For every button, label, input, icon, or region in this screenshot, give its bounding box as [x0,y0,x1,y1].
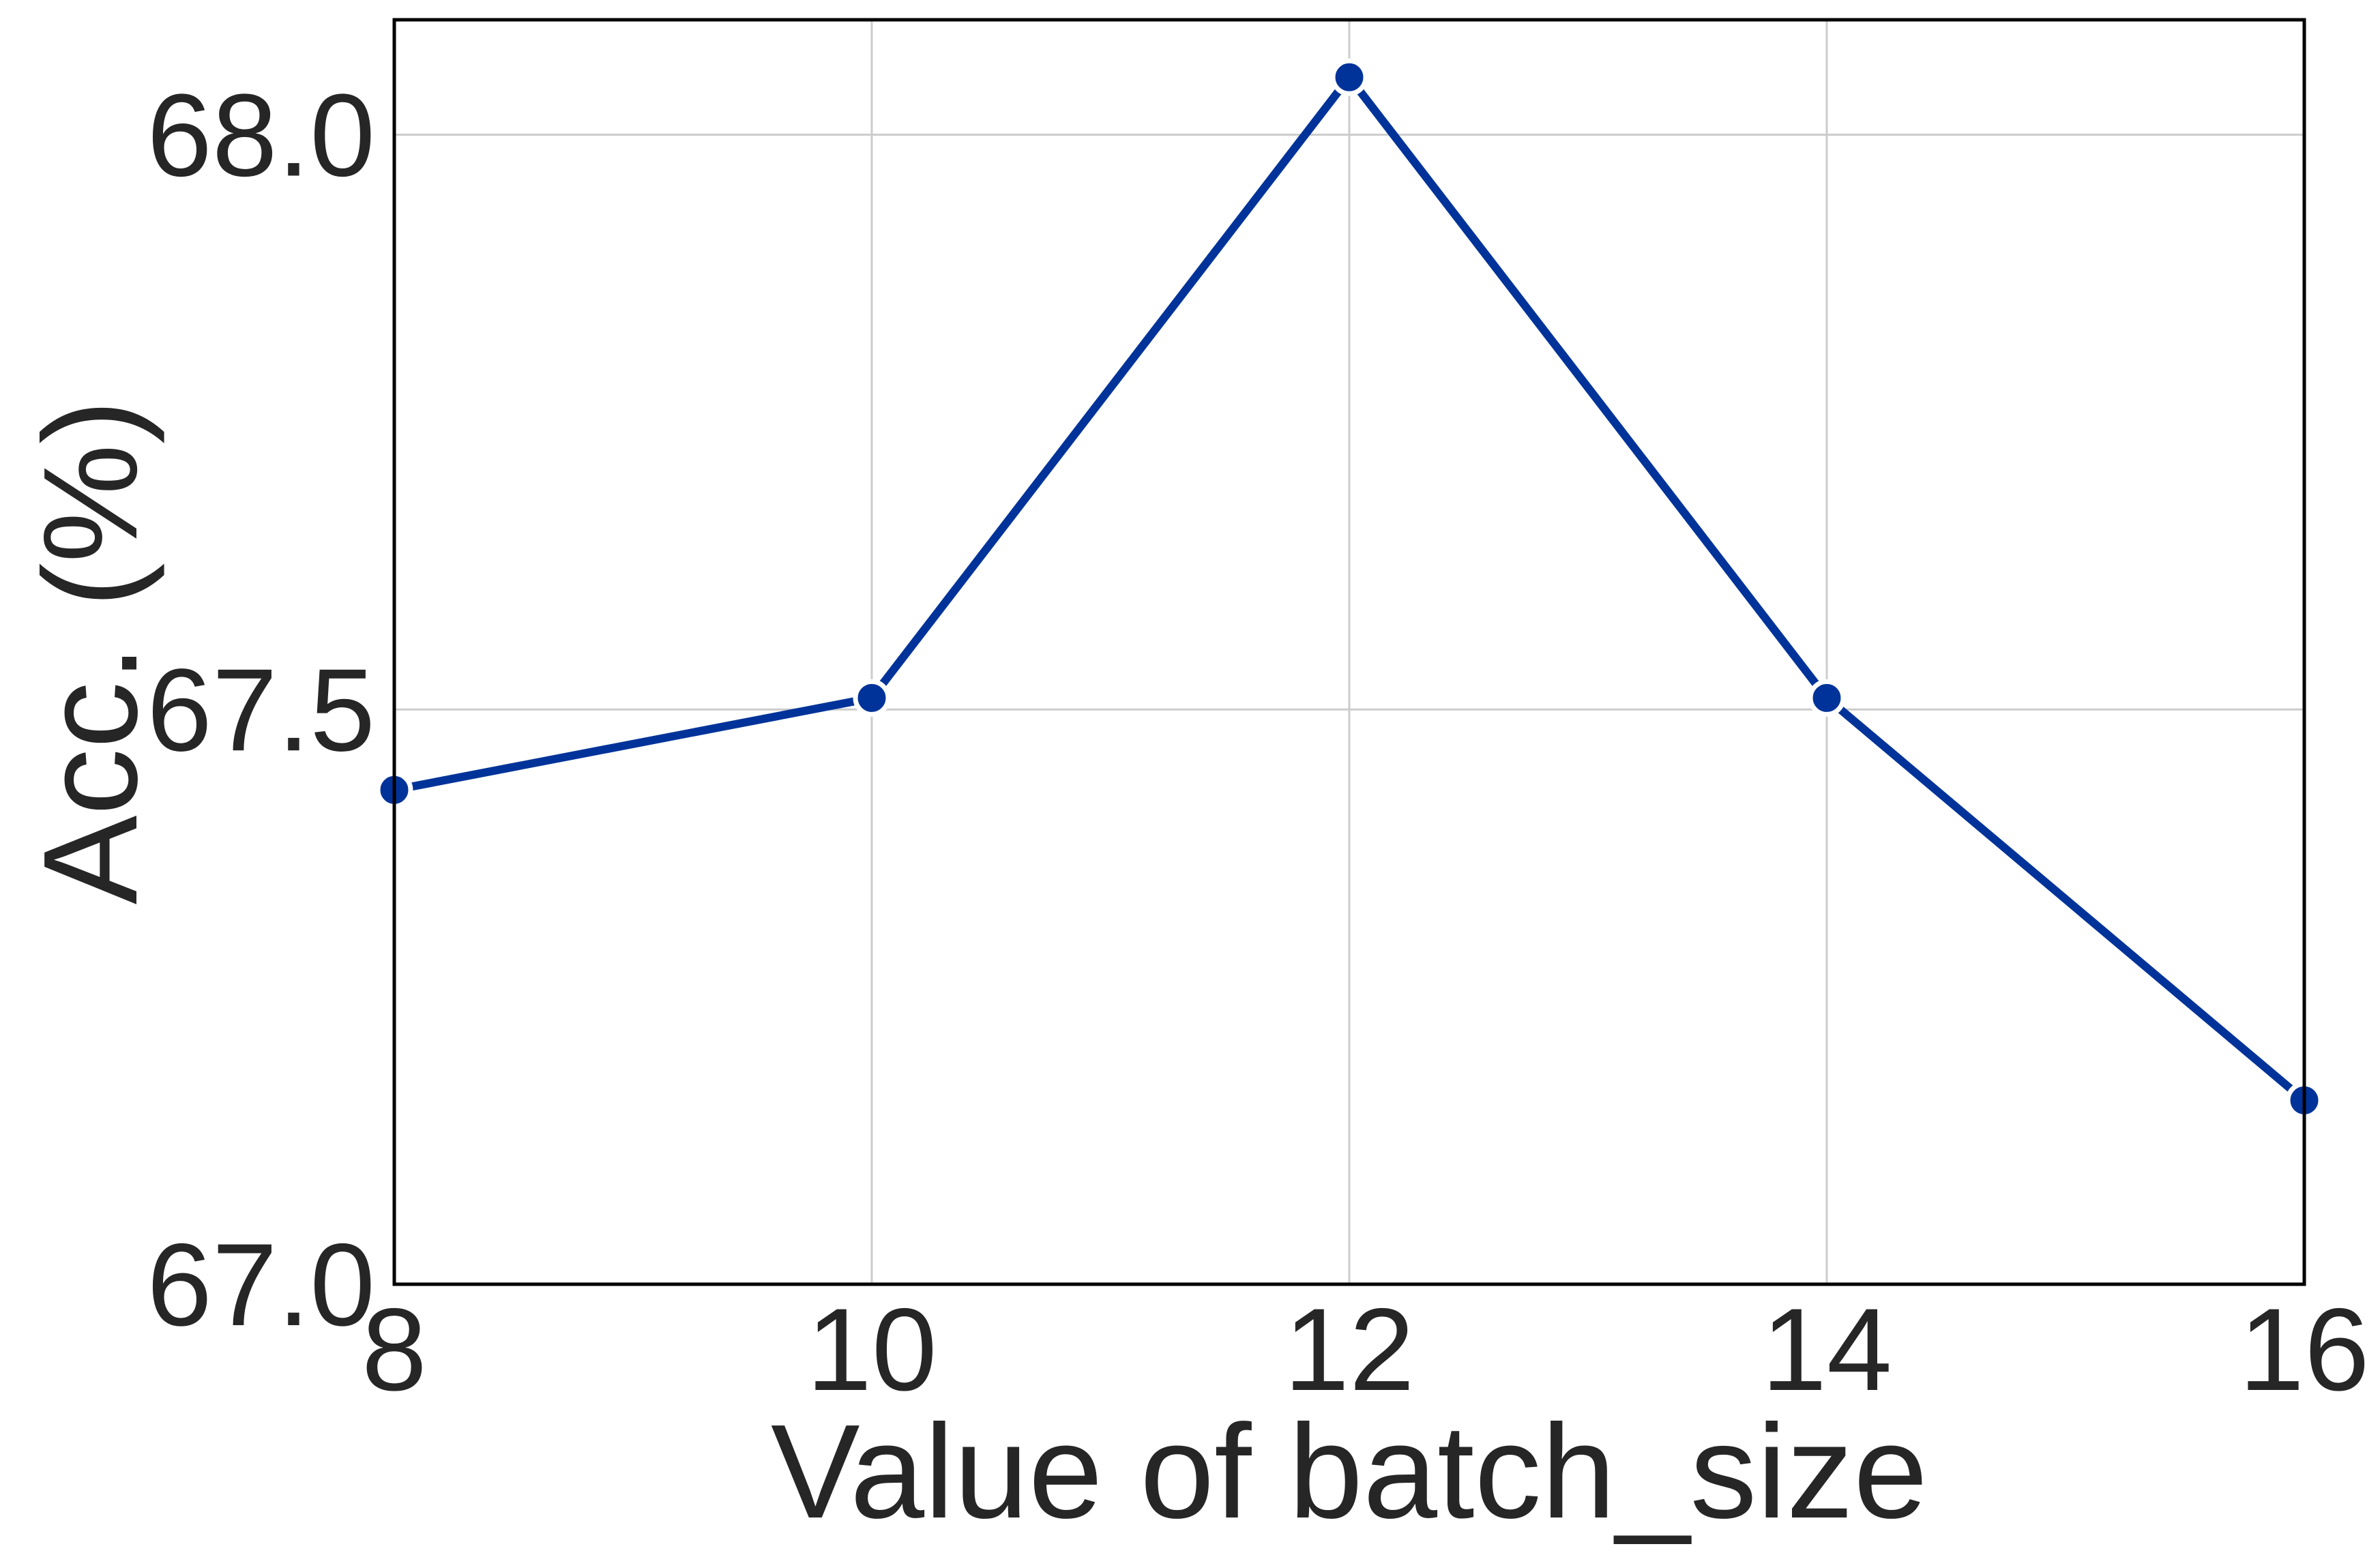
y-axis-label: Acc. (%) [16,400,165,904]
x-axis-label: Value of batch_size [771,1397,1928,1546]
x-tick-label: 12 [1284,1284,1414,1415]
y-tick-labels: 67.0 67.5 68.0 [147,70,375,1350]
plot-frame [392,18,2306,1286]
x-tick-label: 14 [1761,1284,1892,1415]
series-layer [375,58,2323,1119]
x-tick-label: 8 [362,1284,427,1415]
y-tick-label: 68.0 [147,70,375,201]
y-tick-label: 67.5 [147,645,375,775]
y-tick-label: 67.0 [147,1219,375,1350]
grid-lines [393,20,2306,1286]
data-point [853,679,891,717]
data-point [1808,679,1846,717]
x-tick-label: 16 [2239,1284,2369,1415]
x-tick-labels: 8 10 12 14 16 [362,1284,2370,1415]
data-point [1330,58,1368,96]
x-tick-label: 10 [806,1284,937,1415]
